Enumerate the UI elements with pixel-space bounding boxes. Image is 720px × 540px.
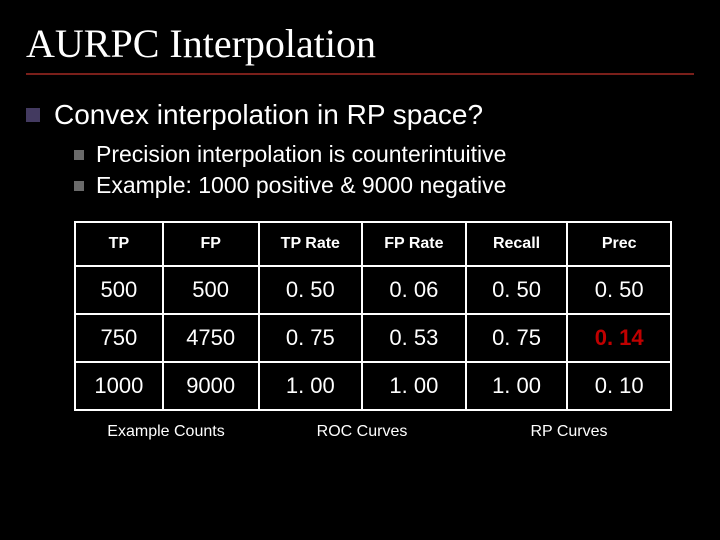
table-cell: 1000: [75, 362, 163, 410]
table-header-cell: TP Rate: [259, 222, 363, 266]
table-row: 75047500. 750. 530. 750. 14: [75, 314, 671, 362]
table-cell: 0. 50: [567, 266, 671, 314]
table-cell: 0. 50: [259, 266, 363, 314]
footer-label: RP Curves: [466, 423, 672, 441]
data-table: TPFPTP RateFP RateRecallPrec 5005000. 50…: [74, 221, 672, 411]
data-table-container: TPFPTP RateFP RateRecallPrec 5005000. 50…: [74, 221, 694, 411]
table-cell: 0. 75: [259, 314, 363, 362]
table-cell: 4750: [163, 314, 259, 362]
table-cell: 0. 50: [466, 266, 568, 314]
slide-title: AURPC Interpolation: [26, 20, 694, 75]
square-bullet-icon: [26, 108, 40, 122]
table-header-cell: FP: [163, 222, 259, 266]
footer-label: ROC Curves: [258, 423, 466, 441]
table-header-cell: FP Rate: [362, 222, 466, 266]
table-header-cell: Prec: [567, 222, 671, 266]
square-bullet-icon: [74, 150, 84, 160]
table-cell: 500: [75, 266, 163, 314]
table-header-cell: TP: [75, 222, 163, 266]
table-cell: 0. 10: [567, 362, 671, 410]
bullet-l2b-text: Example: 1000 positive & 9000 negative: [96, 172, 506, 199]
table-cell: 1. 00: [466, 362, 568, 410]
footer-labels: Example CountsROC CurvesRP Curves: [74, 423, 672, 441]
slide: AURPC Interpolation Convex interpolation…: [0, 0, 720, 461]
table-cell: 500: [163, 266, 259, 314]
table-header-cell: Recall: [466, 222, 568, 266]
table-cell: 0. 53: [362, 314, 466, 362]
bullet-l2a: Precision interpolation is counterintuit…: [74, 141, 694, 168]
square-bullet-icon: [74, 181, 84, 191]
footer-label: Example Counts: [74, 423, 258, 441]
table-header-row: TPFPTP RateFP RateRecallPrec: [75, 222, 671, 266]
bullet-l1-text: Convex interpolation in RP space?: [54, 99, 483, 131]
table-cell: 0. 75: [466, 314, 568, 362]
table-cell: 750: [75, 314, 163, 362]
table-cell: 1. 00: [362, 362, 466, 410]
table-cell: 1. 00: [259, 362, 363, 410]
bullet-l2-group: Precision interpolation is counterintuit…: [74, 141, 694, 199]
table-body: 5005000. 500. 060. 500. 5075047500. 750.…: [75, 266, 671, 410]
table-row: 100090001. 001. 001. 000. 10: [75, 362, 671, 410]
table-row: 5005000. 500. 060. 500. 50: [75, 266, 671, 314]
bullet-l2a-text: Precision interpolation is counterintuit…: [96, 141, 506, 168]
bullet-l2b: Example: 1000 positive & 9000 negative: [74, 172, 694, 199]
table-cell: 0. 06: [362, 266, 466, 314]
table-cell: 9000: [163, 362, 259, 410]
bullet-l1: Convex interpolation in RP space?: [26, 99, 694, 131]
table-cell: 0. 14: [567, 314, 671, 362]
